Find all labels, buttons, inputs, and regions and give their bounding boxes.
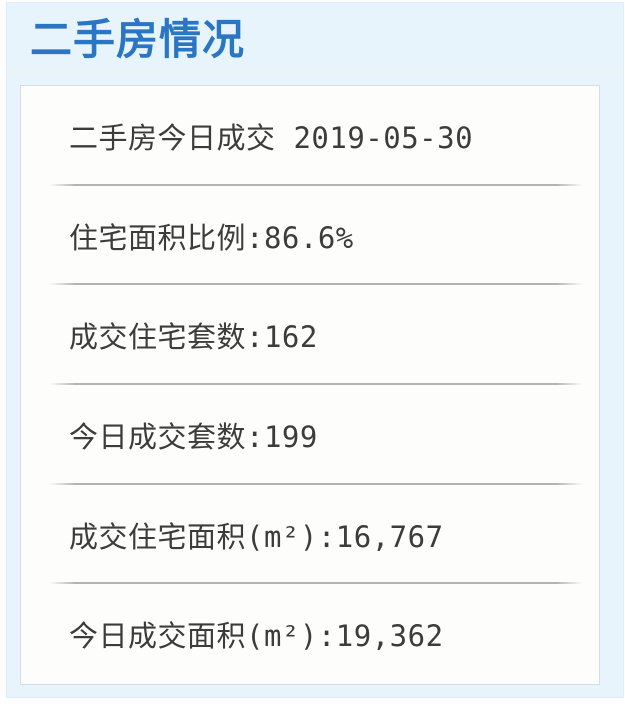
stat-row-residential-area-sold: 成交住宅面积(m²):16,767 (21, 485, 599, 585)
stats-card: 二手房今日成交 2019-05-30 住宅面积比例:86.6% 成交住宅套数:1… (20, 85, 600, 685)
stat-text: 今日成交套数:199 (69, 419, 318, 454)
page-title: 二手房情况 (30, 15, 246, 64)
widget-header: 二手房情况 (7, 3, 623, 73)
secondhand-housing-widget: 二手房情况 二手房今日成交 2019-05-30 住宅面积比例:86.6% 成交… (6, 2, 624, 698)
stat-row-residential-area-ratio: 住宅面积比例:86.6% (21, 186, 599, 286)
stat-row-residential-units-sold: 成交住宅套数:162 (21, 285, 599, 385)
stat-row-area-sold-today: 今日成交面积(m²):19,362 (21, 584, 599, 684)
stat-row-units-sold-today: 今日成交套数:199 (21, 385, 599, 485)
stat-text: 成交住宅套数:162 (69, 320, 318, 355)
stat-row-date: 二手房今日成交 2019-05-30 (21, 86, 599, 186)
stat-text: 住宅面积比例:86.6% (69, 220, 354, 255)
stat-text: 二手房今日成交 2019-05-30 (69, 120, 474, 155)
stat-text: 成交住宅面积(m²):16,767 (69, 519, 444, 554)
stat-text: 今日成交面积(m²):19,362 (69, 619, 444, 654)
